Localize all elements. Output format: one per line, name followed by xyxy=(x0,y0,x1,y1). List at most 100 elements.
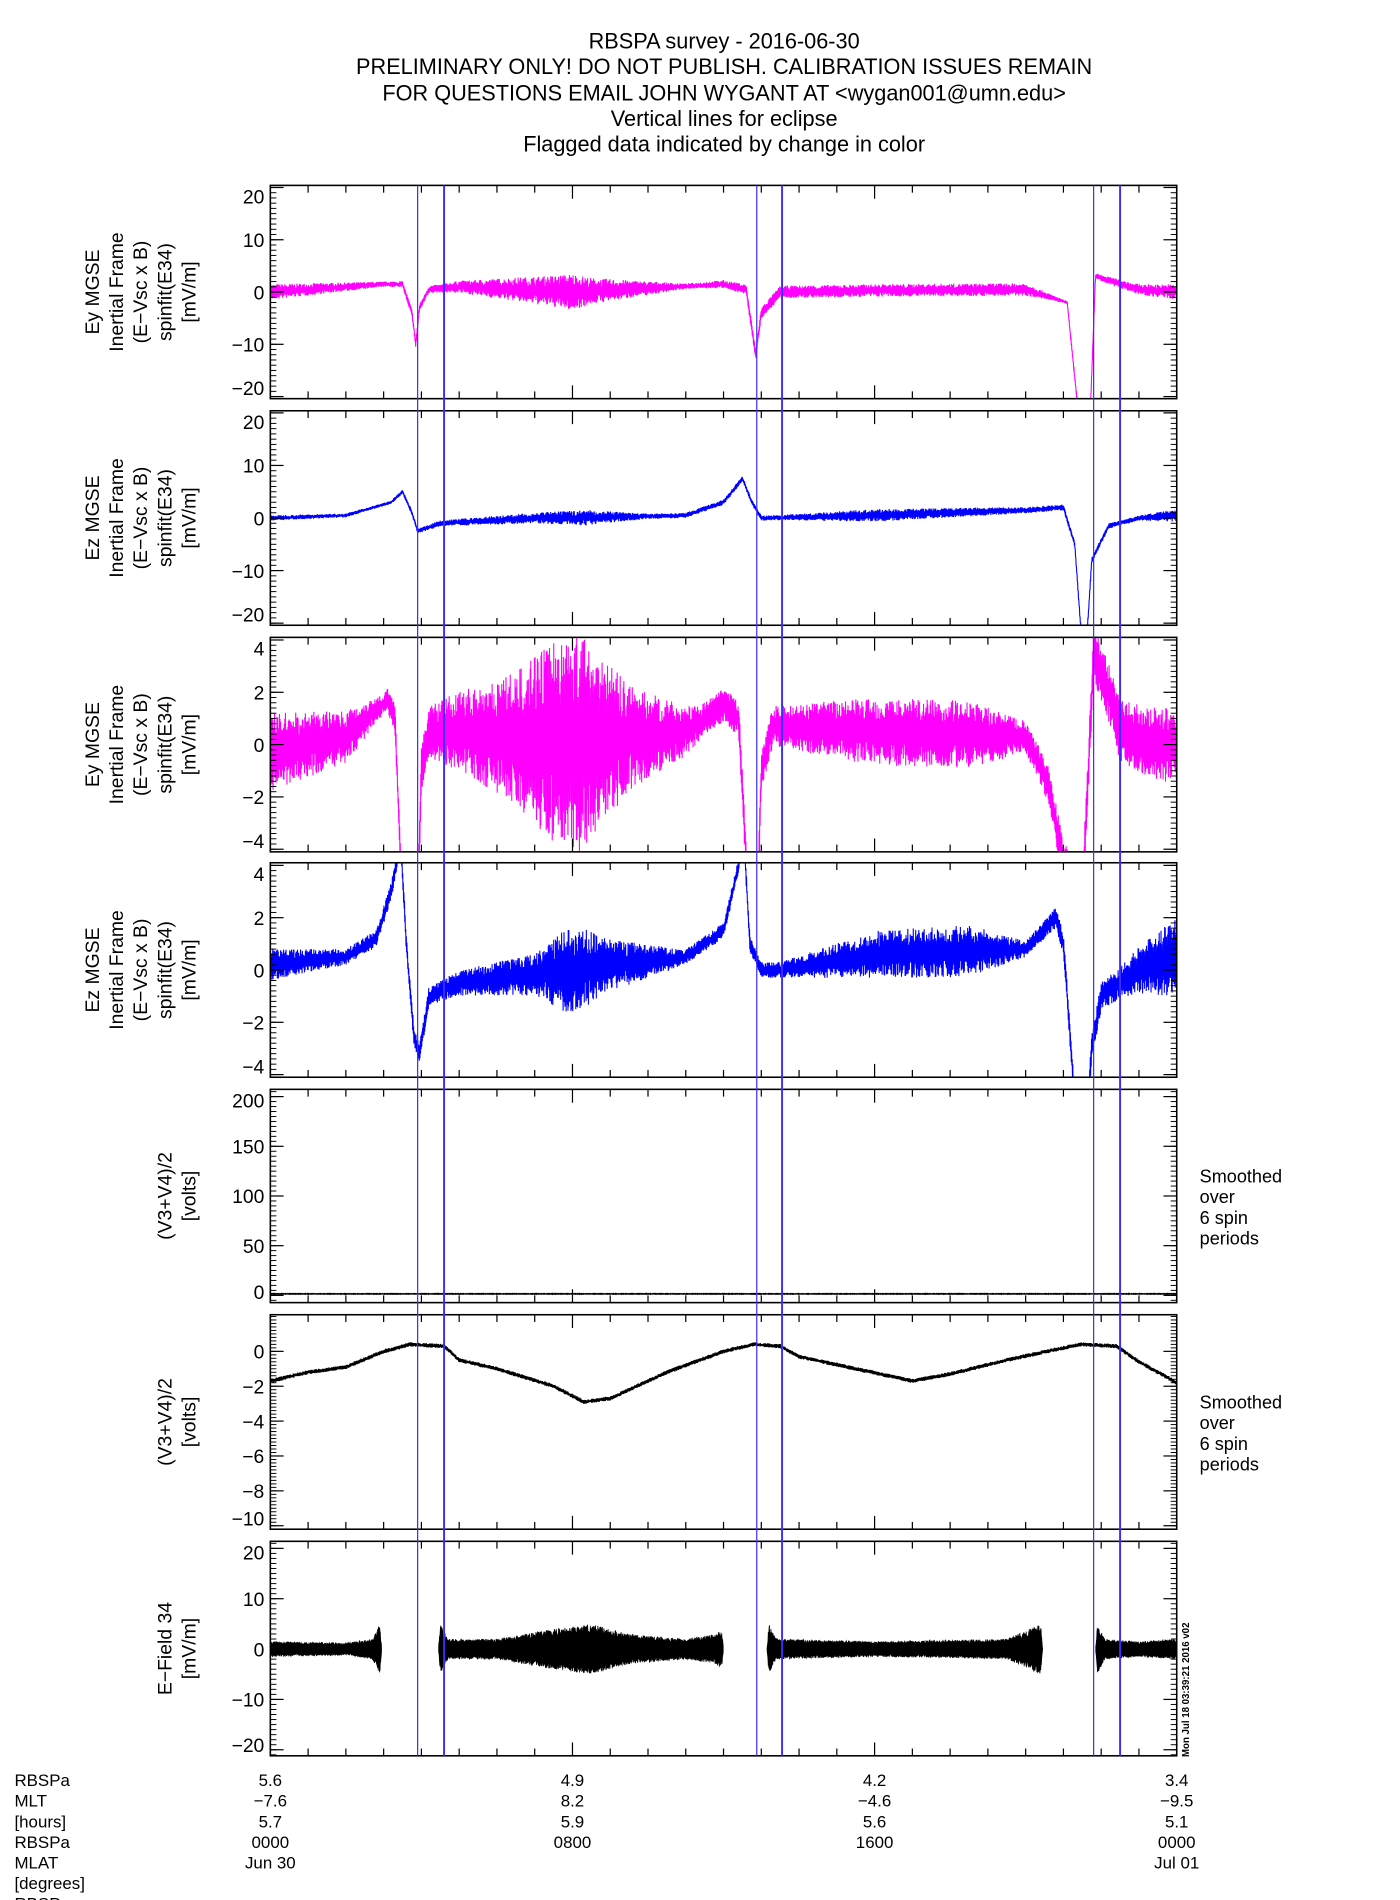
y-tick-label: 20 xyxy=(243,412,264,434)
data-line xyxy=(270,1292,1177,1296)
ephemeris-value: 3.4 xyxy=(1165,1771,1188,1790)
smoothing-note: Smoothed xyxy=(1200,1393,1282,1413)
y-tick-label: −20 xyxy=(232,605,265,627)
ephemeris-value: 5.9 xyxy=(561,1812,584,1831)
y-axis-label: Ez MGSE xyxy=(82,475,104,560)
ephemeris-value: 0000 xyxy=(1158,1833,1196,1852)
smoothing-note: Smoothed xyxy=(1200,1167,1282,1187)
y-tick-label: 0 xyxy=(254,960,265,982)
y-tick-label: 2 xyxy=(254,908,265,930)
ephemeris-row-label: [degrees] xyxy=(14,1874,84,1893)
smoothing-note: periods xyxy=(1200,1454,1259,1474)
y-tick-label: 10 xyxy=(243,456,264,478)
data-series xyxy=(270,1292,1177,1296)
y-axis-label: (E−Vsc x B) xyxy=(130,693,152,796)
data-line xyxy=(270,273,1177,399)
y-tick-label: −10 xyxy=(232,1509,265,1531)
y-tick-label: −4 xyxy=(242,1411,264,1433)
ephemeris-value: 4.9 xyxy=(561,1771,584,1790)
panel-frame xyxy=(269,1313,1178,1530)
data-line xyxy=(270,476,1177,626)
y-axis-label: [volts] xyxy=(179,1397,201,1448)
data-line xyxy=(270,862,1177,1078)
title-line-2: PRELIMINARY ONLY! DO NOT PUBLISH. CALIBR… xyxy=(356,54,1092,79)
y-tick-label: −2 xyxy=(242,787,264,809)
panel-frame xyxy=(269,1088,1178,1304)
y-axis-label: Ey MGSE xyxy=(82,702,104,787)
y-tick-label: −8 xyxy=(242,1481,264,1503)
data-series xyxy=(270,1624,1177,1674)
ephemeris-value: 4.2 xyxy=(863,1771,886,1790)
y-axis-label: [mV/m] xyxy=(179,714,201,775)
panel-ey-20: −20 −10 0 10 20 Ey MGSE Inertial Frame (E−Vsc x… xyxy=(82,184,1178,400)
data-envelope xyxy=(438,1624,724,1674)
panel-vsc-200: 0 50 100 150 200 (V3+V4)/2 [volts] Smoothedover… xyxy=(154,1088,1282,1304)
y-tick-label: 0 xyxy=(254,1342,265,1364)
panel-ey-4: −4 −2 0 2 4 Ey MGSE Inertial Frame (E−Vsc x B) s… xyxy=(82,636,1178,853)
data-series xyxy=(270,273,1177,399)
y-tick-label: −20 xyxy=(232,378,265,400)
y-axis-label: spinfit(E34) xyxy=(154,469,176,567)
ephemeris-row-label: MLAT xyxy=(14,1853,58,1872)
data-envelope xyxy=(1095,1627,1177,1673)
ephemeris-row-label: [hours] xyxy=(14,1812,66,1831)
y-tick-label: −4 xyxy=(242,831,264,853)
ephemeris-value: 1600 xyxy=(856,1833,894,1852)
ephemeris-value: 0000 xyxy=(252,1833,290,1852)
data-envelope xyxy=(270,1625,382,1673)
data-envelope xyxy=(766,1625,1043,1674)
y-tick-label: −10 xyxy=(232,1690,265,1712)
y-tick-label: 0 xyxy=(254,1282,265,1304)
ephemeris-value: 5.7 xyxy=(259,1812,282,1831)
y-axis-label: Inertial Frame xyxy=(106,910,128,1029)
y-tick-label: 2 xyxy=(254,683,265,705)
y-tick-label: 0 xyxy=(254,1639,265,1661)
creation-timestamp: Mon Jul 18 03:39:21 2016 v02 xyxy=(1181,1623,1192,1757)
y-axis-label: (V3+V4)/2 xyxy=(154,1378,176,1466)
y-axis-label: Ey MGSE xyxy=(82,249,104,334)
y-tick-label: 0 xyxy=(254,282,265,304)
ephemeris-row-label: RBSP xyxy=(14,1895,60,1900)
panel-vsc-10: −10 −8 −6 −4 −2 0 (V3+V4)/2 [volts] Smoothedover… xyxy=(154,1313,1282,1531)
y-tick-label: −2 xyxy=(242,1013,264,1035)
y-tick-label: 100 xyxy=(232,1186,264,1208)
y-axis-label: E−Field 34 xyxy=(154,1602,176,1695)
data-series xyxy=(270,476,1177,626)
title-line-5: Flagged data indicated by change in colo… xyxy=(523,131,925,156)
y-axis-label: Ez MGSE xyxy=(82,927,104,1012)
panel-frame xyxy=(269,636,1178,853)
ephemeris-value: Jun 30 xyxy=(245,1853,296,1872)
y-axis-label: [mV/m] xyxy=(179,1618,201,1679)
ephemeris-value: 5.1 xyxy=(1165,1812,1188,1831)
panel-e34: −20 −10 0 10 20 E−Field 34 [mV/m] xyxy=(154,1540,1178,1757)
y-tick-label: 0 xyxy=(254,735,265,757)
ephemeris-row-label: RBSPa xyxy=(14,1833,70,1852)
y-tick-label: −6 xyxy=(242,1446,264,1468)
y-axis-label: Inertial Frame xyxy=(106,685,128,804)
panel-ez-20: −20 −10 0 10 20 Ez MGSE Inertial Frame (E−Vsc x… xyxy=(82,409,1178,627)
y-axis-label: (E−Vsc x B) xyxy=(130,467,152,570)
title-line-3: FOR QUESTIONS EMAIL JOHN WYGANT AT <wyga… xyxy=(382,81,1066,106)
data-line xyxy=(270,1342,1177,1404)
ephemeris-value: −7.6 xyxy=(254,1792,287,1811)
y-tick-label: −10 xyxy=(232,561,265,583)
panel-ez-4: −4 −2 0 2 4 Ez MGSE Inertial Frame (E−Vsc x B) s… xyxy=(82,861,1178,1079)
ephemeris-value: 8.2 xyxy=(561,1792,584,1811)
y-axis-label: (E−Vsc x B) xyxy=(130,919,152,1022)
ephemeris-row-label: RBSPa xyxy=(14,1771,70,1790)
y-axis-label: spinfit(E34) xyxy=(154,243,176,341)
y-axis-label: (E−Vsc x B) xyxy=(130,241,152,344)
panel-frame xyxy=(269,409,1178,627)
y-tick-label: 20 xyxy=(243,187,264,209)
y-tick-label: 150 xyxy=(232,1137,264,1159)
data-series xyxy=(270,637,1177,852)
y-tick-label: −20 xyxy=(232,1735,265,1757)
y-axis-label: [volts] xyxy=(179,1171,201,1222)
y-axis-label: spinfit(E34) xyxy=(154,696,176,794)
title-line-1: RBSPA survey - 2016-06-30 xyxy=(589,28,860,53)
y-axis-label: Inertial Frame xyxy=(106,458,128,577)
y-axis-label: [mV/m] xyxy=(179,261,201,322)
ephemeris-row-label: MLT xyxy=(14,1792,47,1811)
y-tick-label: 20 xyxy=(243,1542,264,1564)
